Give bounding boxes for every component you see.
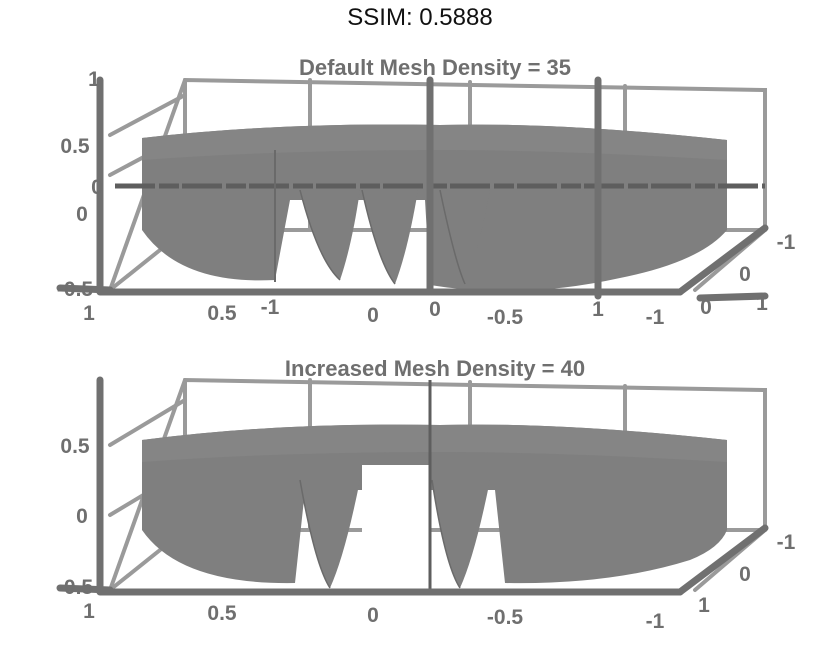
z-tick-label: 1 xyxy=(88,68,100,91)
subplot-top-x-ticks: 1 0.5 0 -0.5 -1 -1 0 1 0 xyxy=(83,296,712,329)
z-tick-label: 0 xyxy=(76,505,88,528)
subplot-bottom: Increased Mesh Density = 40 0.5 0 -0.5 1… xyxy=(56,356,796,633)
x-tick-label: -1 xyxy=(646,306,665,329)
subplot-top-y-ticks: -1 0 1 xyxy=(739,231,795,315)
subplot-bottom-z-ticks: 0.5 0 -0.5 xyxy=(57,435,94,599)
extra-tick-label: 1 xyxy=(592,298,604,321)
extra-tick-label: 0 xyxy=(429,298,441,321)
subplot-bottom-axes xyxy=(56,376,769,596)
z-tick-label: 0 xyxy=(76,203,88,226)
x-tick-label: -1 xyxy=(646,610,665,633)
z-tick-label: 0.5 xyxy=(60,135,90,158)
subplot-top-z-ticks: 1 0.5 0 -0.5 0 xyxy=(57,68,103,301)
x-tick-label: 0.5 xyxy=(207,602,237,625)
x-tick-label: 0 xyxy=(367,604,379,627)
y-tick-label: -1 xyxy=(777,231,796,254)
figure-title: SSIM: 0.5888 xyxy=(347,4,493,31)
x-tick-label: 0 xyxy=(367,304,379,327)
subplot-top-surface xyxy=(115,80,765,292)
x-tick-label: -0.5 xyxy=(487,306,524,329)
z-tick-label: 0.5 xyxy=(60,435,90,458)
extra-tick-label: 0 xyxy=(91,176,103,199)
y-tick-label: 1 xyxy=(698,594,710,617)
extra-tick-label: -1 xyxy=(261,296,280,319)
y-tick-label: 0 xyxy=(739,563,751,586)
subplot-top: Default Mesh Density = 35 1 0.5 0 -0.5 0… xyxy=(56,55,796,329)
x-tick-label: 0.5 xyxy=(207,302,237,325)
x-tick-label: 1 xyxy=(83,600,95,623)
subplot-bottom-x-ticks: 1 0.5 0 -0.5 -1 xyxy=(83,600,664,633)
subplot-bottom-surface xyxy=(142,380,727,590)
y-tick-label: 0 xyxy=(739,263,751,286)
z-tick-label: -0.5 xyxy=(57,278,94,301)
subplot-bottom-title: Increased Mesh Density = 40 xyxy=(285,356,585,381)
extra-tick-label: 0 xyxy=(700,296,712,319)
z-tick-label: -0.5 xyxy=(57,576,94,599)
subplot-top-axes xyxy=(56,76,769,302)
subplot-top-title: Default Mesh Density = 35 xyxy=(299,55,571,80)
subplot-bottom-y-ticks: -1 0 1 xyxy=(698,531,795,617)
y-tick-label: 1 xyxy=(756,292,768,315)
x-tick-label: 1 xyxy=(83,302,95,325)
x-tick-label: -0.5 xyxy=(487,606,524,629)
y-tick-label: -1 xyxy=(777,531,796,554)
